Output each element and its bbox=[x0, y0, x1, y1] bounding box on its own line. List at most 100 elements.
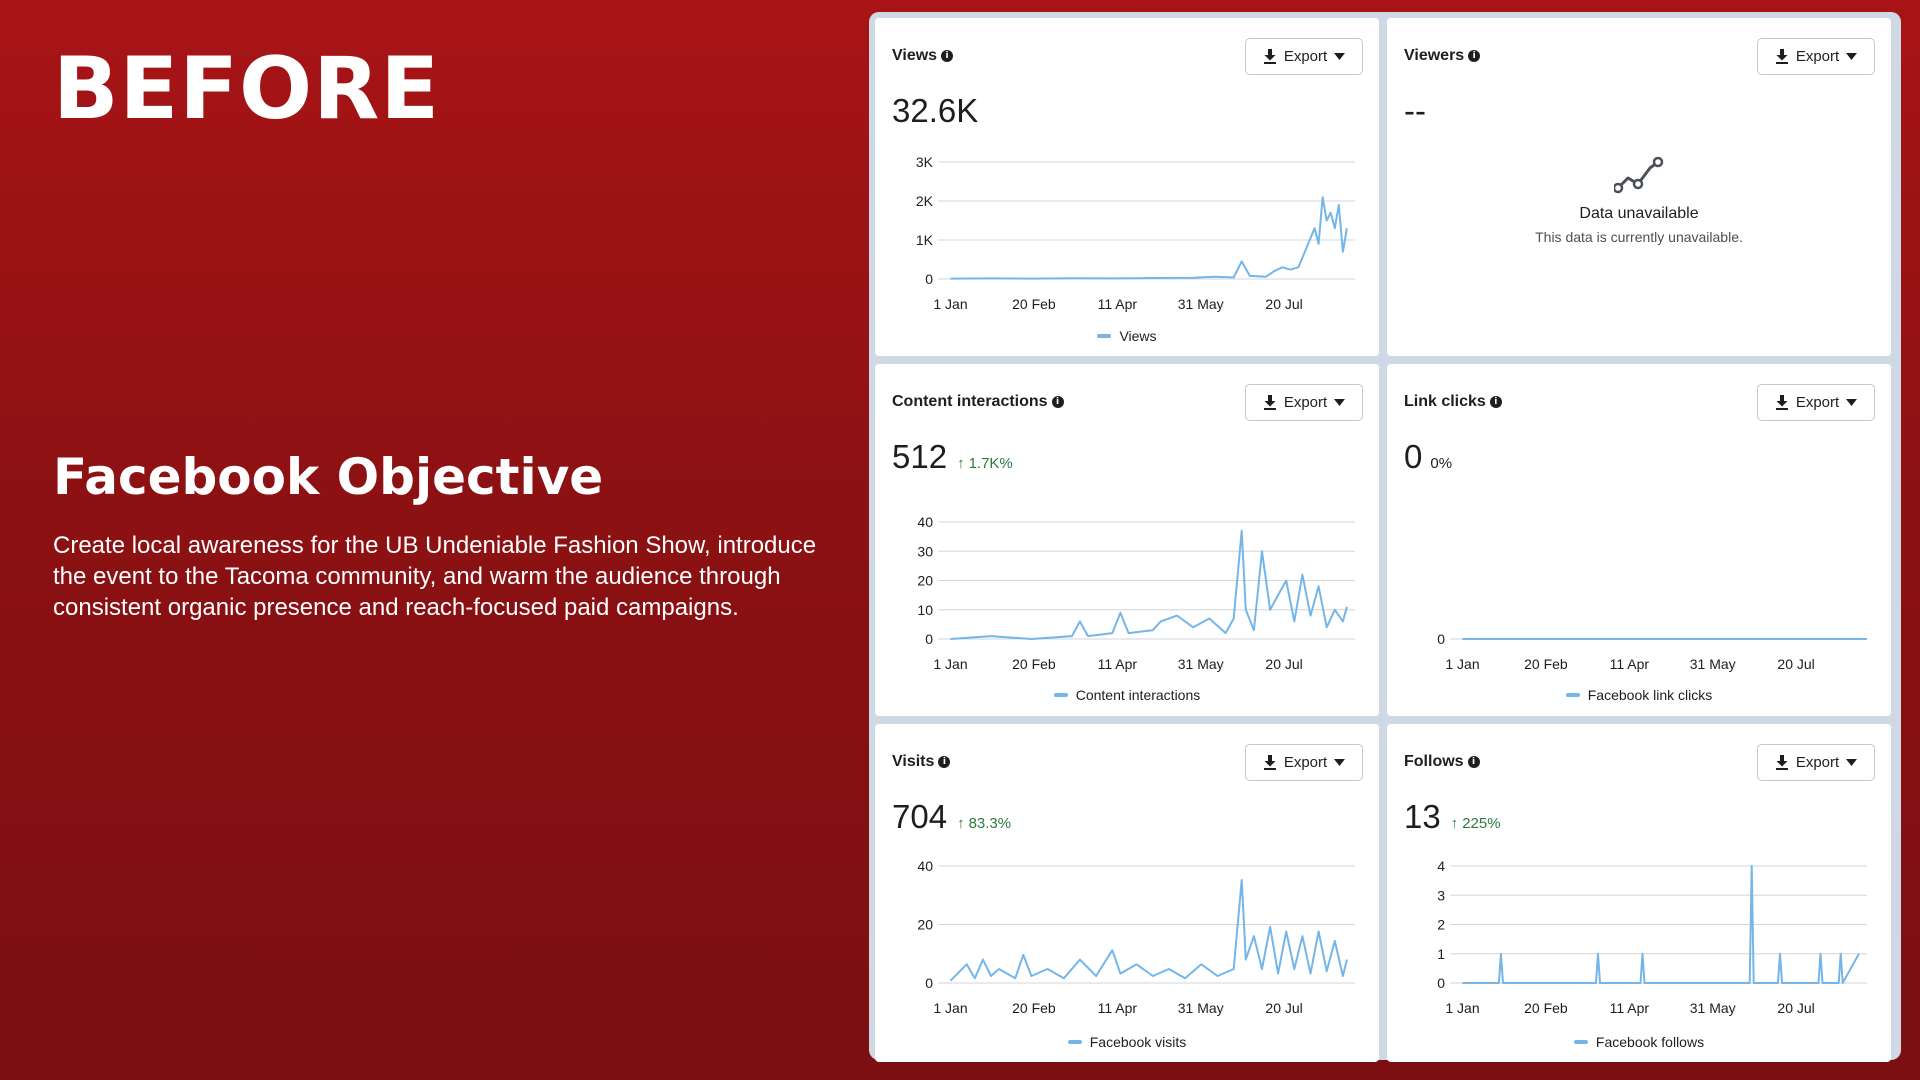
x-tick-label: 1 Jan bbox=[933, 656, 967, 672]
x-tick-label: 20 Jul bbox=[1777, 1000, 1814, 1016]
series-line bbox=[1462, 865, 1860, 984]
info-icon[interactable]: i bbox=[1467, 756, 1480, 768]
info-icon[interactable]: i bbox=[938, 756, 951, 768]
y-tick-label: 40 bbox=[917, 514, 933, 530]
series-line bbox=[950, 529, 1348, 640]
export-button[interactable]: Export bbox=[1245, 38, 1363, 75]
y-tick-label: 3 bbox=[1437, 887, 1445, 903]
y-tick-label: 2K bbox=[916, 193, 934, 209]
card-follows: Follows i Export 13 ↑ 225% 0 1 2 3 4 1 Jan 20 … bbox=[1387, 724, 1891, 1062]
card-title: Views bbox=[892, 47, 938, 64]
export-button[interactable]: Export bbox=[1757, 384, 1875, 421]
trend-line-icon bbox=[1612, 156, 1664, 194]
download-icon bbox=[1775, 755, 1788, 770]
metric-value: 704 bbox=[892, 798, 948, 835]
chart-legend: Content interactions bbox=[875, 687, 1379, 703]
metric-value: 13 bbox=[1404, 798, 1441, 835]
unavailable-description: This data is currently unavailable. bbox=[1535, 229, 1743, 245]
export-label: Export bbox=[1795, 48, 1840, 65]
y-tick-label: 10 bbox=[917, 602, 933, 618]
metric-delta: ↑ 83.3% bbox=[957, 815, 1011, 832]
x-tick-label: 31 May bbox=[1690, 1000, 1736, 1016]
export-label: Export bbox=[1283, 48, 1328, 65]
metric-delta: 0% bbox=[1430, 455, 1453, 472]
x-tick-label: 31 May bbox=[1178, 656, 1224, 672]
arrow-up-icon: ↑ bbox=[1450, 815, 1459, 832]
info-icon[interactable]: i bbox=[941, 50, 954, 62]
x-tick-label: 1 Jan bbox=[933, 1000, 967, 1016]
card-title: Follows bbox=[1404, 753, 1464, 770]
objective-body: Create local awareness for the UB Undeni… bbox=[53, 532, 817, 621]
metric-value: 512 bbox=[892, 438, 948, 475]
y-tick-label: 0 bbox=[925, 975, 933, 991]
legend-label: Views bbox=[1119, 328, 1157, 344]
export-label: Export bbox=[1283, 394, 1328, 411]
card-title: Link clicks bbox=[1404, 393, 1486, 410]
x-tick-label: 20 Jul bbox=[1777, 656, 1814, 672]
legend-label: Facebook link clicks bbox=[1587, 687, 1713, 703]
legend-label: Facebook visits bbox=[1089, 1034, 1187, 1050]
y-tick-label: 20 bbox=[917, 573, 933, 589]
card-title: Visits bbox=[892, 753, 935, 770]
card-views: Views i Export 32.6K 0 1K 2K 3K 1 Jan 20 Feb 1… bbox=[875, 18, 1379, 356]
caret-down-icon bbox=[1846, 53, 1858, 60]
chart-legend: Facebook follows bbox=[1387, 1034, 1891, 1050]
caret-down-icon bbox=[1334, 759, 1346, 766]
metric-value: 0 bbox=[1404, 438, 1423, 475]
delta-label: 225% bbox=[1462, 815, 1501, 832]
card-visits: Visits i Export 704 ↑ 83.3% 0 20 40 1 Jan 20… bbox=[875, 724, 1379, 1062]
card-title: Viewers bbox=[1404, 47, 1465, 64]
legend-swatch bbox=[1067, 1040, 1082, 1044]
visits-chart: 0 20 40 1 Jan 20 Feb 11 Apr 31 May 20 Jul bbox=[917, 858, 1355, 1016]
export-label: Export bbox=[1795, 754, 1840, 771]
y-tick-label: 1 bbox=[1437, 946, 1445, 962]
chart-legend: Views bbox=[875, 328, 1379, 344]
legend-swatch bbox=[1097, 334, 1112, 338]
info-icon[interactable]: i bbox=[1489, 396, 1502, 408]
y-tick-label: 2 bbox=[1437, 917, 1445, 933]
x-tick-label: 20 Jul bbox=[1265, 296, 1302, 312]
x-tick-label: 11 Apr bbox=[1098, 296, 1138, 312]
download-icon bbox=[1263, 395, 1276, 410]
caret-down-icon bbox=[1334, 53, 1346, 60]
metric-delta: ↑ 225% bbox=[1451, 815, 1501, 832]
link-clicks-chart: 01 Jan 20 Feb 11 Apr 31 May 20 Jul bbox=[1437, 631, 1867, 672]
x-tick-label: 11 Apr bbox=[1610, 1000, 1650, 1016]
info-icon[interactable]: i bbox=[1468, 50, 1481, 62]
x-tick-label: 20 Feb bbox=[1012, 296, 1056, 312]
download-icon bbox=[1263, 49, 1276, 64]
y-tick-label: 3K bbox=[916, 154, 934, 170]
legend-swatch bbox=[1573, 1040, 1588, 1044]
delta-label: 1.7K% bbox=[968, 455, 1013, 472]
x-tick-label: 1 Jan bbox=[1445, 656, 1479, 672]
x-tick-label: 11 Apr bbox=[1610, 656, 1650, 672]
metric-value: -- bbox=[1404, 92, 1426, 129]
before-title: BEFORE bbox=[53, 39, 441, 139]
export-button[interactable]: Export bbox=[1757, 744, 1875, 781]
caret-down-icon bbox=[1846, 399, 1858, 406]
caret-down-icon bbox=[1846, 759, 1858, 766]
x-tick-label: 20 Feb bbox=[1524, 1000, 1568, 1016]
x-tick-label: 20 Feb bbox=[1012, 1000, 1056, 1016]
y-tick-label: 0 bbox=[925, 271, 933, 287]
export-button[interactable]: Export bbox=[1245, 384, 1363, 421]
caret-down-icon bbox=[1334, 399, 1346, 406]
y-tick-label: 1K bbox=[916, 232, 934, 248]
y-tick-label: 0 bbox=[925, 631, 933, 647]
metric-value: 32.6K bbox=[892, 92, 979, 129]
legend-label: Facebook follows bbox=[1595, 1034, 1705, 1050]
unavailable-title: Data unavailable bbox=[1579, 205, 1699, 222]
series-line bbox=[949, 879, 1348, 982]
arrow-up-icon: ↑ bbox=[957, 815, 965, 832]
data-unavailable: Data unavailable This data is currently … bbox=[1387, 156, 1891, 245]
info-icon[interactable]: i bbox=[1051, 396, 1064, 408]
export-button[interactable]: Export bbox=[1245, 744, 1363, 781]
y-tick-label: 40 bbox=[917, 858, 933, 874]
export-label: Export bbox=[1283, 754, 1328, 771]
x-tick-label: 20 Feb bbox=[1012, 656, 1056, 672]
x-tick-label: 11 Apr bbox=[1098, 656, 1138, 672]
legend-swatch bbox=[1565, 693, 1580, 697]
card-title: Content interactions bbox=[892, 393, 1048, 410]
y-tick-label: 0 bbox=[1437, 975, 1445, 991]
export-button[interactable]: Export bbox=[1757, 38, 1875, 75]
